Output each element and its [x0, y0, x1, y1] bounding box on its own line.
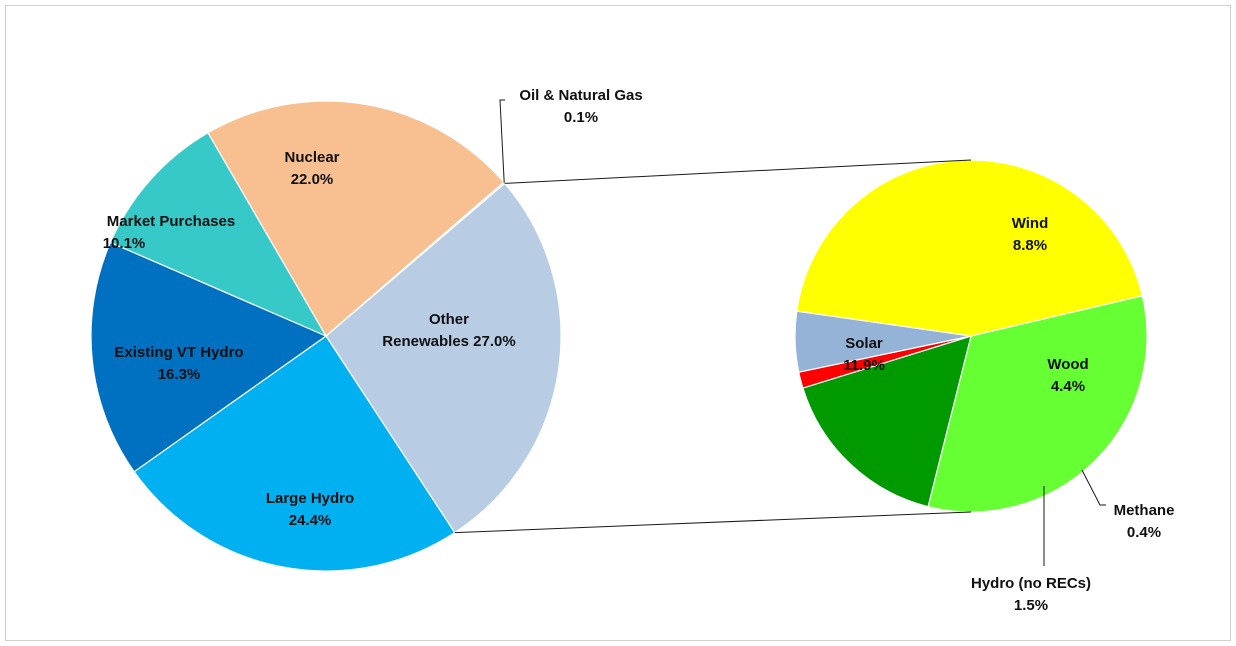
- slice-wood: [802, 335, 972, 508]
- slice-wind: [927, 295, 1148, 513]
- connector-line-bottom: [454, 511, 972, 534]
- label-solar: Solar 11.9%: [843, 335, 885, 374]
- connector-lines: [454, 99, 1106, 566]
- slice-other: [325, 182, 562, 534]
- label-hydro-no-recs: Hydro (no RECs) 1.5%: [971, 575, 1091, 614]
- slice-existing-vt-hydro: [90, 241, 328, 473]
- label-other-renewables: Other Renewables 27.0%: [382, 311, 515, 350]
- slice-large-hydro: [133, 335, 456, 572]
- sub-pie: [794, 159, 1148, 513]
- slice-nuclear: [207, 100, 505, 337]
- label-oil-natural-gas: Oil & Natural Gas 0.1%: [519, 87, 642, 126]
- main-pie: [90, 100, 562, 572]
- label-wood: Wood 4.4%: [1047, 356, 1088, 395]
- label-existing-vt-hydro: Existing VT Hydro 16.3%: [114, 344, 243, 383]
- label-large-hydro: Large Hydro 24.4%: [266, 490, 354, 529]
- label-wind: Wind 8.8%: [1012, 215, 1049, 254]
- leader-line-oil-natural-gas: [499, 99, 505, 183]
- label-market-purchases: Market Purchases 10.1%: [103, 213, 235, 252]
- leader-line-methane: [1081, 469, 1106, 506]
- connector-line-top: [504, 159, 972, 184]
- label-methane: Methane 0.4%: [1114, 502, 1175, 541]
- label-nuclear: Nuclear 22.0%: [284, 149, 339, 188]
- slice-market-purchases: [109, 131, 328, 338]
